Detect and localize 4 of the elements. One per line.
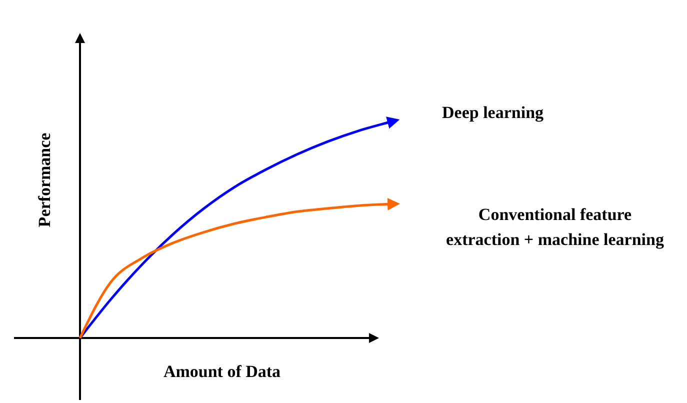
x-axis-title: Amount of Data xyxy=(163,362,282,381)
y-axis-title: Performance xyxy=(35,132,54,228)
text: Deep learning xyxy=(442,103,544,122)
text: Conventional feature extraction + machine learning xyxy=(446,205,664,250)
